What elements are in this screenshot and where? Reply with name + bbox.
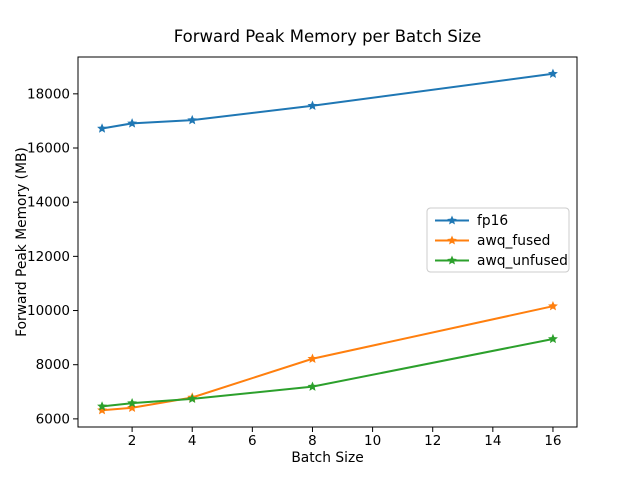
chart-title: Forward Peak Memory per Batch Size (173, 27, 482, 46)
series-marker-awq_unfused (97, 401, 107, 411)
legend-sample-marker (447, 255, 457, 265)
series-marker-awq_unfused (548, 333, 558, 344)
y-tick-label: 16000 (27, 140, 70, 156)
series-line-fp16 (101, 72, 554, 130)
x-tick-label: 2 (128, 433, 137, 449)
legend-box (426, 207, 570, 273)
series-marker-awq_fused (97, 405, 107, 415)
legend-label-awq_fused: awq_fused (477, 233, 550, 249)
y-tick-label: 18000 (27, 86, 70, 102)
series-line-awq_unfused (101, 337, 554, 408)
legend-label-awq_unfused: awq_unfused (477, 253, 568, 269)
series-marker-fp16 (187, 114, 198, 125)
series-marker-fp16 (307, 100, 318, 110)
series-line-awq_fused (101, 305, 554, 412)
legend-sample-marker (447, 235, 457, 245)
x-axis-label: Batch Size (291, 450, 364, 466)
y-tick-label: 14000 (27, 195, 70, 211)
series-marker-fp16 (97, 123, 107, 133)
x-tick-label: 6 (248, 433, 257, 449)
series-marker-fp16 (127, 118, 138, 128)
series-marker-awq_unfused (187, 393, 198, 404)
x-tick-label: 4 (188, 433, 197, 449)
y-tick-label: 12000 (27, 249, 70, 265)
series-marker-fp16 (548, 68, 558, 78)
series-marker-awq_fused (127, 402, 138, 412)
legend-sample-marker (447, 215, 457, 225)
y-tick-label: 8000 (36, 357, 70, 373)
series-marker-awq_fused (307, 353, 318, 363)
y-tick-label: 10000 (27, 303, 70, 319)
series-marker-awq_unfused (127, 397, 138, 408)
x-tick-label: 8 (308, 433, 317, 449)
y-tick-label: 6000 (36, 411, 70, 427)
x-tick-label: 10 (364, 433, 381, 449)
series-marker-awq_fused (548, 300, 558, 311)
legend-label-fp16: fp16 (477, 213, 508, 229)
x-tick-label: 12 (424, 433, 441, 449)
x-tick-label: 16 (544, 433, 561, 449)
plot-frame (77, 56, 578, 428)
series-marker-awq_unfused (307, 381, 318, 391)
x-tick-label: 14 (484, 433, 501, 449)
